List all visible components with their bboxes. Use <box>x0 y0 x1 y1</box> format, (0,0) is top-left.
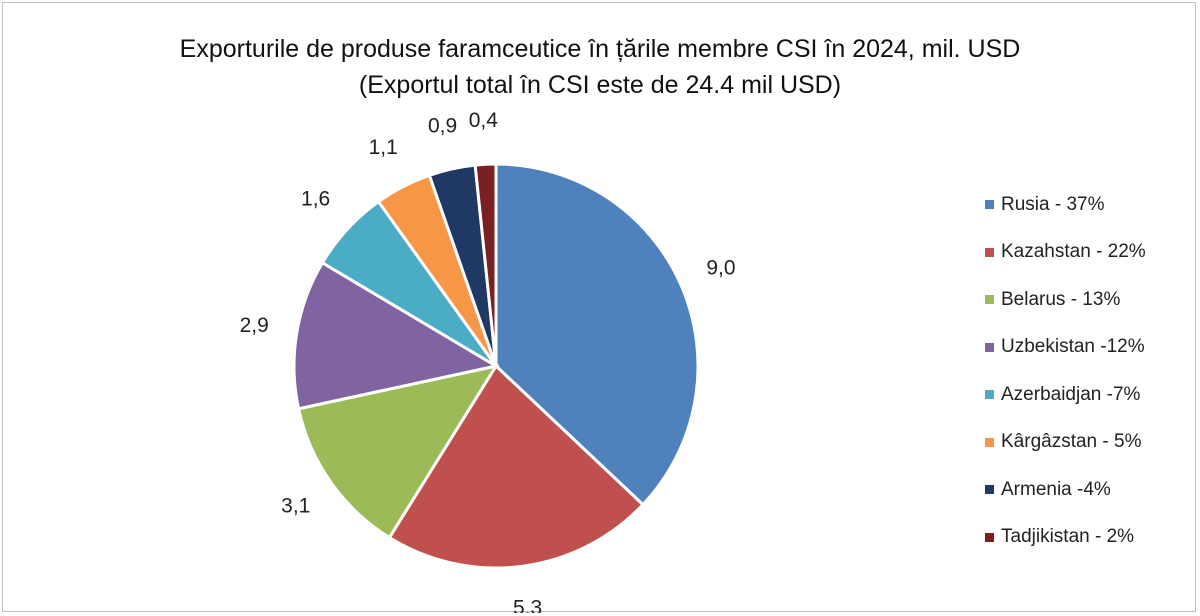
slice-data-label: 2,9 <box>240 314 269 337</box>
slice-data-label: 0,4 <box>469 109 499 132</box>
legend-entry: Armenia -4% <box>985 466 1146 514</box>
legend-label: Kârgâzstan - 5% <box>1001 431 1142 453</box>
legend-entry: Kârgâzstan - 5% <box>985 419 1146 467</box>
slice-data-label: 0,9 <box>428 114 457 137</box>
legend-entry: Belarus - 13% <box>985 276 1146 324</box>
legend-swatch <box>985 485 994 495</box>
legend-swatch <box>985 342 994 352</box>
slice-data-label: 1,1 <box>369 136 398 159</box>
legend-label: Rusia - 37% <box>1001 193 1105 215</box>
legend-label: Azerbaidjan -7% <box>1001 383 1141 405</box>
pie-slice <box>473 162 498 367</box>
legend-label: Armenia -4% <box>1001 478 1111 500</box>
legend-swatch <box>985 200 994 210</box>
legend-swatch <box>985 247 994 257</box>
pie-slice <box>387 363 646 570</box>
legend-swatch <box>985 532 994 542</box>
pie-slice <box>494 162 700 507</box>
legend: Rusia - 37% Kazahstan - 22% Belarus - 13% U… <box>985 181 1146 561</box>
chart-title: Exporturile de produse faramceutice în ț… <box>179 35 1021 63</box>
chart-subtitle: (Exportul total în CSI este de 24.4 mil … <box>358 71 842 99</box>
legend-label: Kazahstan - 22% <box>1001 241 1146 263</box>
slice-data-label: 1,6 <box>301 188 330 211</box>
slice-data-label: 5,3 <box>513 597 542 613</box>
legend-label: Tadjikistan - 2% <box>1001 526 1135 548</box>
legend-entry: Azerbaidjan -7% <box>985 371 1146 419</box>
pie-slice <box>296 363 500 540</box>
legend-entry: Kazahstan - 22% <box>985 229 1146 277</box>
legend-label: Belarus - 13% <box>1001 288 1121 310</box>
legend-swatch <box>985 437 994 447</box>
legend-swatch <box>985 295 994 305</box>
legend-swatch <box>985 390 994 400</box>
legend-entry: Uzbekistan -12% <box>985 324 1146 372</box>
legend-entry: Rusia - 37% <box>985 181 1146 229</box>
pie-chart: 9,0 5,3 3,1 2,9 1,6 1,1 0,9 0,4 <box>240 109 736 613</box>
chart-title-block: Exporturile de produse faramceutice în ț… <box>3 31 1197 103</box>
legend-label: Uzbekistan -12% <box>1001 336 1145 358</box>
slice-data-label: 3,1 <box>281 495 310 518</box>
slice-data-label: 9,0 <box>706 257 735 280</box>
legend-entry: Tadjikistan - 2% <box>985 514 1146 562</box>
pie-slice <box>292 260 501 411</box>
